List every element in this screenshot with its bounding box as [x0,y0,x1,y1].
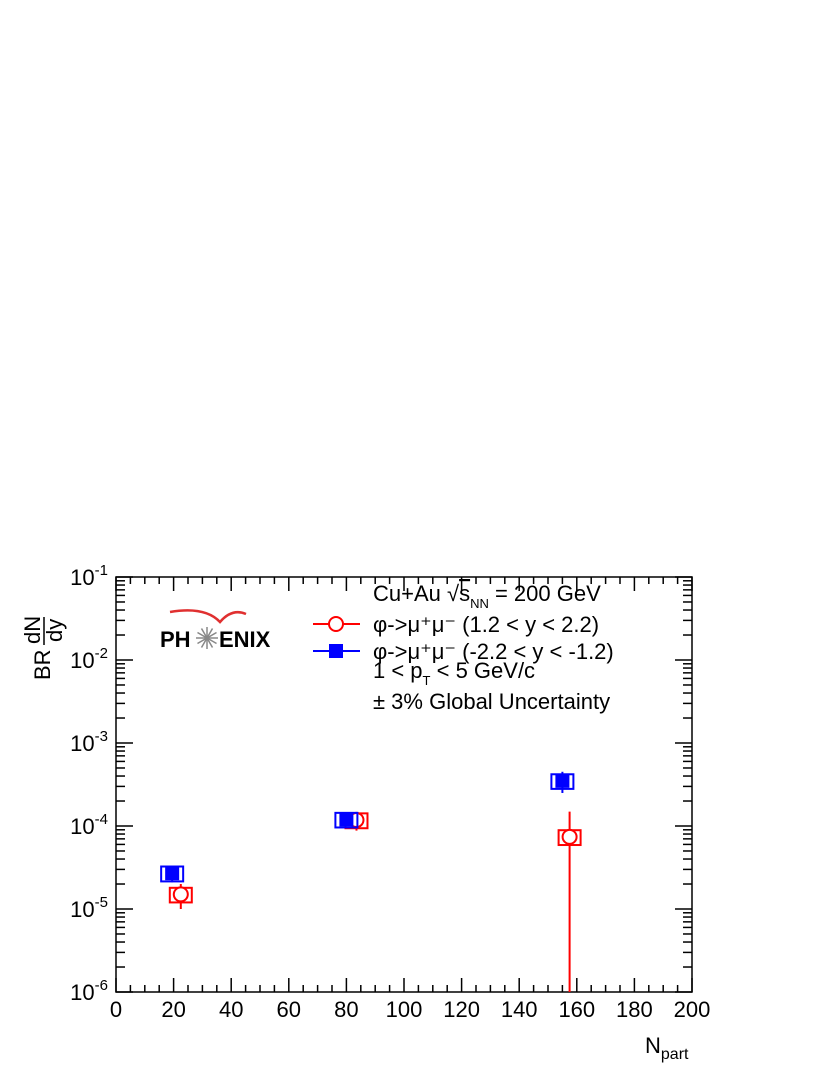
annotation-part: ± 3% Global Uncertainty [373,689,610,714]
legend-label: φ->μ⁺μ⁻ (1.2 < y < 2.2) [373,612,599,637]
x-axis-label: Npart [645,1033,689,1063]
x-label-sub: part [661,1046,689,1063]
logo-left: PH [160,627,191,652]
y-tick-base: 10 [70,814,94,839]
y-tick-exponent: -1 [95,562,108,579]
y-tick-label: 10-3 [70,728,108,756]
annotation-part: NN [470,596,489,611]
annotation: ± 3% Global Uncertainty [373,689,610,714]
y-label-numerator: dN [20,616,45,644]
logo-swoosh [169,609,247,624]
y-tick-base: 10 [70,897,94,922]
y-label-prefix: BR [30,649,55,680]
x-tick-label: 20 [161,997,185,1022]
marker [561,828,578,845]
y-tick-exponent: -4 [95,811,108,828]
y-tick-label: 10-1 [70,562,108,590]
annotation: 1 < pT < 5 GeV/c [373,658,535,688]
y-tick-label: 10-4 [70,811,108,839]
logo-star [206,631,217,639]
marker [172,886,189,903]
logo-star [206,637,217,645]
annotation-part: Cu+Au √ [373,581,460,606]
y-tick-base: 10 [70,731,94,756]
x-label-main: N [645,1033,661,1058]
logo-star [206,637,214,648]
y-tick-exponent: -3 [95,728,108,745]
x-tick-label: 200 [674,997,711,1022]
legend-marker [328,616,344,632]
y-tick-label: 10-6 [70,977,108,1005]
x-tick-label: 40 [219,997,243,1022]
x-tick-label: 80 [334,997,358,1022]
y-tick-label: 10-5 [70,894,108,922]
y-tick-base: 10 [70,565,94,590]
annotation-part: 1 < p [373,658,423,683]
x-tick-label: 0 [110,997,122,1022]
logo-star [206,628,214,639]
annotation-part: < 5 GeV/c [431,658,536,683]
annotation-part: = 200 GeV [489,581,601,606]
y-tick-exponent: -5 [95,894,108,911]
logo-right: ENIX [219,627,271,652]
y-tick-label: 10-2 [70,645,108,673]
annotation-part: T [423,673,431,688]
y-tick-base: 10 [70,648,94,673]
annotation: Cu+Au √sNN = 200 GeV [373,581,601,611]
annotation-part: s [459,581,470,606]
legend-marker [329,644,343,658]
marker [339,812,354,827]
y-tick-exponent: -6 [95,977,108,994]
logo-star [200,637,208,648]
legend-label: φ->μ⁺μ⁻ (-2.2 < y < -1.2) [373,639,614,664]
x-tick-label: 60 [277,997,301,1022]
y-tick-base: 10 [70,980,94,1005]
y-tick-exponent: -2 [95,645,108,662]
logo-star [197,631,208,639]
marker [555,773,570,788]
x-tick-label: 120 [443,997,480,1022]
x-tick-label: 160 [558,997,595,1022]
x-tick-label: 180 [616,997,653,1022]
y-label-denominator: dy [42,619,67,642]
x-tick-label: 140 [501,997,538,1022]
x-tick-label: 100 [386,997,423,1022]
logo-star [200,628,208,639]
logo-star [197,637,208,645]
marker [165,866,180,881]
